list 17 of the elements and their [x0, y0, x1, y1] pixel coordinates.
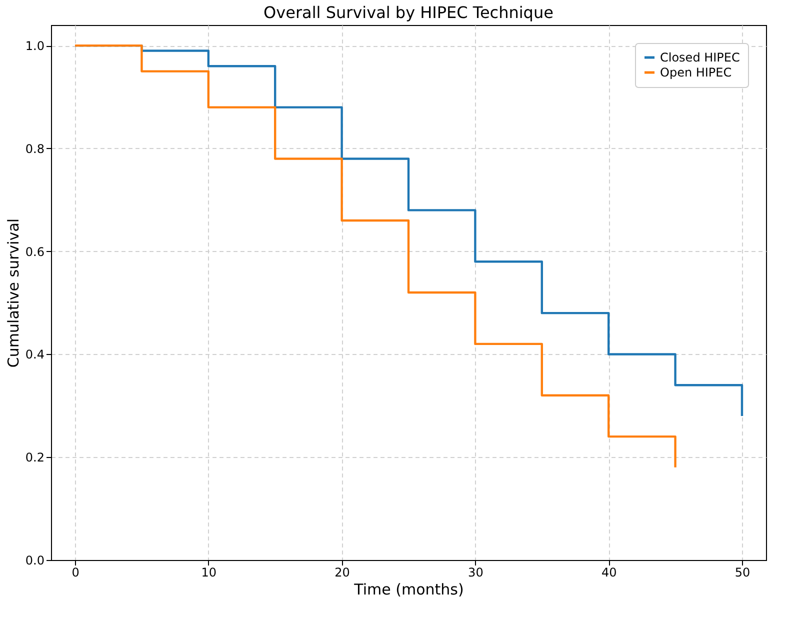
- y-axis-title: Cumulative survival: [4, 218, 22, 368]
- x-axis-title: Time (months): [353, 580, 464, 598]
- y-tick-label: 0.8: [25, 142, 44, 156]
- chart-title: Overall Survival by HIPEC Technique: [264, 3, 554, 22]
- x-tick-label: 10: [201, 566, 217, 580]
- y-tick-label: 1.0: [25, 39, 44, 54]
- x-tick-label: 20: [334, 566, 350, 580]
- y-tick-label: 0.2: [25, 450, 44, 465]
- y-tick-label: 0.0: [25, 554, 44, 568]
- x-tick-label: 40: [601, 566, 617, 580]
- legend-label: Closed HIPEC: [660, 50, 740, 64]
- y-tick-label: 0.6: [25, 244, 44, 259]
- x-tick-label: 30: [468, 566, 484, 580]
- x-tick-label: 50: [734, 566, 750, 580]
- y-tick-label: 0.4: [25, 348, 44, 362]
- x-tick-label: 0: [72, 566, 80, 580]
- legend-label: Open HIPEC: [660, 66, 732, 80]
